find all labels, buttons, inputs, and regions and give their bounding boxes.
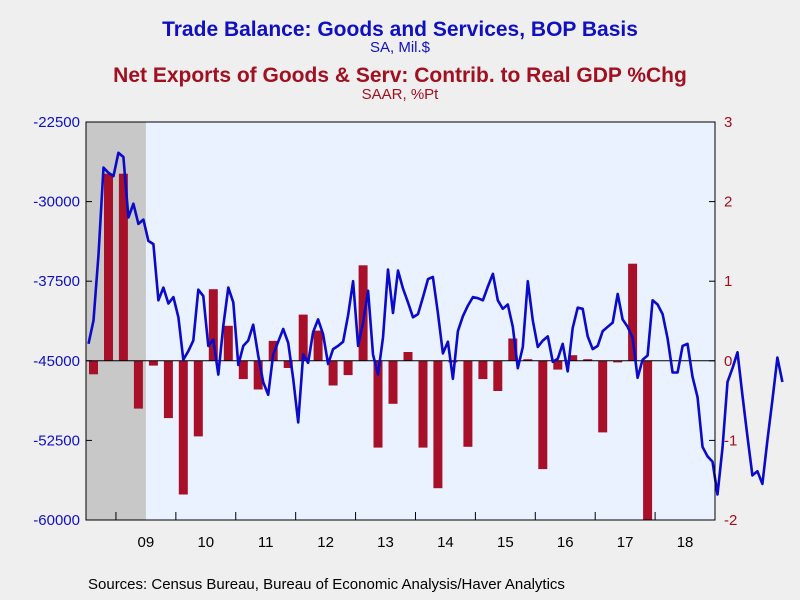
bar: [418, 360, 428, 448]
bar: [148, 360, 158, 366]
x-axis-tick-label: 12: [317, 534, 334, 551]
chart-subtitle: Net Exports of Goods & Serv: Contrib. to…: [113, 64, 687, 87]
bar: [208, 289, 218, 361]
left-axis-tick-label: -37500: [33, 273, 80, 290]
x-axis-tick-label: 15: [497, 534, 514, 551]
left-axis-tick-label: -45000: [33, 353, 80, 370]
bar: [163, 360, 173, 419]
bar: [508, 338, 518, 361]
right-axis-tick-label: -2: [724, 512, 737, 529]
bar: [313, 330, 323, 361]
bar: [448, 360, 458, 363]
chart-title: Trade Balance: Goods and Services, BOP B…: [162, 18, 638, 41]
bar: [523, 359, 533, 361]
bar: [298, 314, 308, 361]
left-axis-tick-label: -30000: [33, 194, 80, 211]
x-axis-tick-label: 14: [437, 534, 454, 551]
plot-area: [86, 122, 715, 520]
line-series: [87, 151, 784, 496]
right-axis-tick-label: 0: [724, 353, 732, 370]
bar: [568, 355, 578, 361]
bar: [89, 360, 98, 375]
bar: [463, 360, 473, 447]
bar: [403, 352, 413, 361]
x-axis-tick-label: 17: [617, 534, 634, 551]
right-axis-tick-label: 3: [724, 114, 732, 131]
chart-source: Sources: Census Bureau, Bureau of Econom…: [88, 576, 565, 593]
x-axis-tick-label: 10: [197, 534, 214, 551]
bar: [643, 360, 653, 520]
bar-series: [89, 173, 653, 520]
bar: [538, 360, 548, 470]
bar: [328, 360, 338, 386]
bar: [493, 360, 503, 391]
bar: [373, 360, 383, 448]
bar: [433, 360, 443, 489]
right-axis-tick-label: 2: [724, 194, 732, 211]
x-axis-tick-label: 18: [677, 534, 694, 551]
recession-shading: [86, 122, 146, 520]
bar: [133, 360, 143, 409]
left-axis-tick-label: -22500: [33, 114, 80, 131]
bar: [388, 360, 398, 404]
bar: [223, 325, 233, 361]
bar: [178, 360, 188, 495]
chart-title-units: SA, Mil.$: [369, 39, 430, 56]
bar: [583, 359, 593, 361]
right-axis-tick-label: -1: [724, 432, 737, 449]
bar: [268, 340, 278, 361]
left-axis-tick-label: -52500: [33, 432, 80, 449]
bar: [343, 360, 353, 376]
axes: -22500-30000-37500-45000-52500-600003210…: [33, 114, 737, 551]
bar: [613, 360, 623, 363]
chart-subtitle-units: SAAR, %Pt: [361, 86, 439, 103]
x-axis-tick-label: 11: [258, 534, 274, 551]
bar: [193, 360, 203, 437]
bar: [283, 360, 293, 368]
right-axis-tick-label: 1: [724, 273, 732, 290]
plot-frame: [85, 121, 716, 521]
x-axis-tick-label: 13: [377, 534, 394, 551]
bar: [598, 360, 608, 433]
bar: [478, 360, 488, 380]
x-axis-tick-label: 09: [138, 534, 155, 551]
bar: [628, 263, 638, 361]
bar: [238, 360, 248, 380]
left-axis-tick-label: -60000: [33, 512, 80, 529]
x-axis-tick-label: 16: [557, 534, 574, 551]
bar: [104, 173, 113, 361]
bar: [553, 360, 563, 370]
bar: [253, 360, 263, 390]
bar: [118, 173, 128, 361]
bar: [358, 265, 368, 361]
